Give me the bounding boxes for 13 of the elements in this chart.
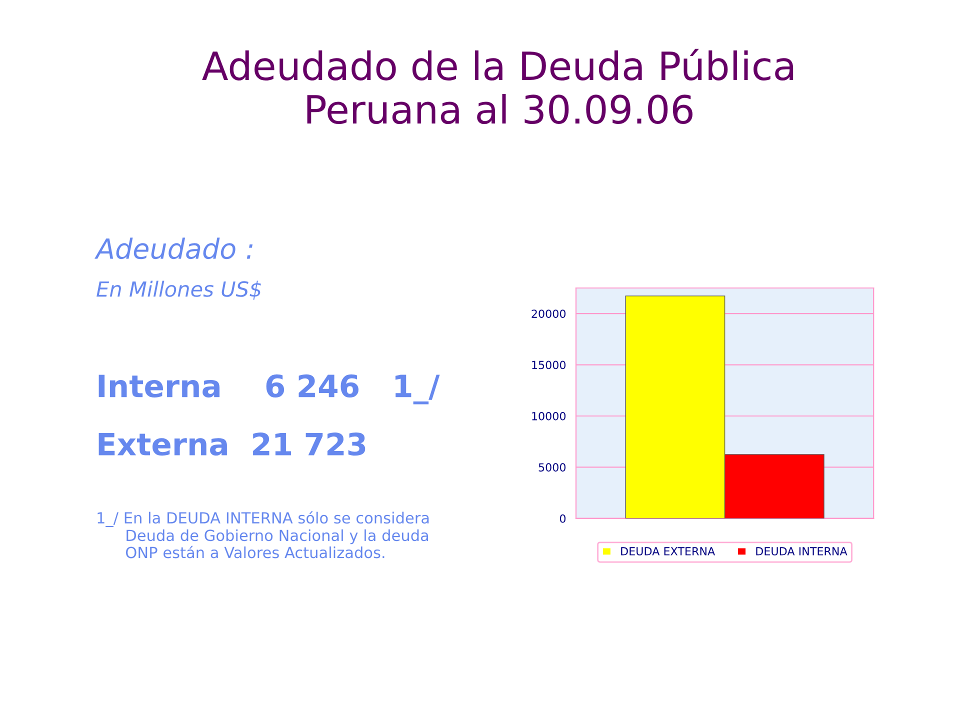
chart-title: Adeudado de la Deuda Pública Peruana al 30.09.06 (202, 48, 794, 124)
y-tick-label: 5000 (538, 463, 566, 472)
legend-label: DEUDA INTERNA (756, 547, 848, 556)
text: Interna 6 246 1_/ (98, 374, 440, 404)
y-tick-label: 0 (560, 514, 566, 523)
y-tick-label: 10000 (532, 412, 566, 420)
text: Adeudado : (94, 238, 253, 260)
text: En Millones US$ (96, 280, 261, 300)
legend-label: DEUDA EXTERNA (621, 547, 716, 556)
text: Externa 21 723 (98, 432, 366, 456)
y-tick-label: 15000 (532, 360, 566, 370)
text: 1_/ En la DEUDA INTERNA sólo se considera Deuda de Gobierno Nacional y la deuda ONP están a Valores Actualizados. (98, 511, 429, 558)
y-tick-label: 20000 (532, 310, 566, 318)
